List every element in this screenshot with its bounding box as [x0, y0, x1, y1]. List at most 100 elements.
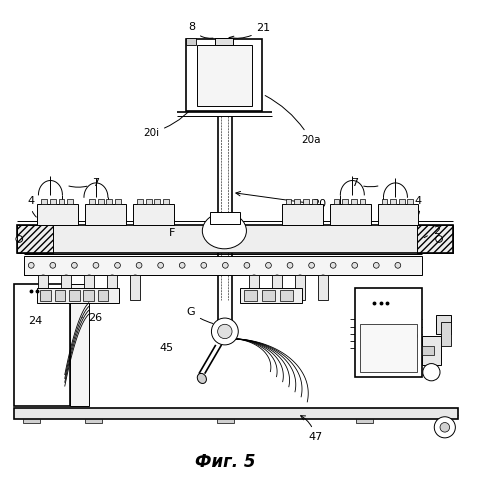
Circle shape: [296, 275, 304, 282]
Bar: [303, 198, 308, 204]
Text: Фиг. 5: Фиг. 5: [195, 453, 255, 471]
Circle shape: [211, 318, 238, 345]
Bar: [38, 204, 78, 225]
Ellipse shape: [202, 213, 246, 249]
Bar: [354, 288, 421, 377]
Bar: [50, 198, 56, 204]
Circle shape: [16, 236, 22, 242]
Circle shape: [250, 275, 257, 282]
Circle shape: [62, 275, 70, 282]
Bar: [350, 198, 356, 204]
Circle shape: [71, 262, 77, 268]
Bar: [342, 198, 347, 204]
Bar: [15, 408, 457, 418]
Circle shape: [319, 275, 326, 282]
Bar: [359, 324, 416, 372]
Text: 4: 4: [413, 196, 421, 216]
Text: 8: 8: [188, 22, 213, 38]
Bar: [17, 224, 452, 254]
Bar: [196, 45, 251, 106]
Bar: [137, 198, 142, 204]
Bar: [67, 198, 73, 204]
Bar: [106, 198, 112, 204]
Circle shape: [217, 324, 232, 338]
Bar: [243, 290, 256, 302]
Text: 7: 7: [350, 178, 377, 188]
Bar: [318, 276, 327, 300]
Circle shape: [329, 262, 335, 268]
Text: 2: 2: [424, 226, 439, 237]
Bar: [295, 276, 304, 300]
Bar: [216, 418, 233, 424]
Circle shape: [265, 262, 271, 268]
Bar: [421, 346, 433, 356]
Text: 20: 20: [235, 192, 325, 210]
Bar: [145, 198, 151, 204]
Circle shape: [114, 262, 120, 268]
Bar: [333, 198, 339, 204]
Circle shape: [108, 275, 116, 282]
Bar: [407, 198, 412, 204]
Circle shape: [179, 262, 184, 268]
Bar: [261, 290, 275, 302]
Circle shape: [136, 262, 142, 268]
Bar: [85, 204, 126, 225]
Bar: [98, 290, 108, 302]
Bar: [214, 38, 232, 45]
Circle shape: [222, 262, 228, 268]
Text: F: F: [168, 228, 175, 238]
Bar: [133, 204, 174, 225]
Text: 20i: 20i: [142, 99, 199, 138]
Text: 26: 26: [82, 313, 102, 323]
Bar: [398, 198, 404, 204]
Bar: [381, 198, 386, 204]
Bar: [281, 204, 322, 225]
Bar: [249, 276, 258, 300]
Circle shape: [439, 422, 448, 432]
Bar: [22, 418, 40, 424]
Text: 50: 50: [404, 332, 417, 342]
Bar: [209, 212, 239, 224]
Bar: [329, 204, 370, 225]
Bar: [285, 198, 291, 204]
Circle shape: [28, 262, 34, 268]
Bar: [280, 290, 293, 302]
Bar: [272, 276, 281, 300]
Bar: [416, 224, 452, 254]
Bar: [107, 276, 117, 300]
Bar: [61, 276, 71, 300]
Circle shape: [40, 275, 47, 282]
Bar: [311, 198, 317, 204]
Bar: [377, 204, 418, 225]
Bar: [163, 198, 168, 204]
Circle shape: [351, 262, 357, 268]
Circle shape: [201, 262, 206, 268]
Circle shape: [422, 364, 439, 381]
Bar: [435, 314, 449, 334]
Bar: [38, 288, 68, 360]
Circle shape: [286, 262, 292, 268]
Bar: [24, 256, 421, 275]
Bar: [185, 38, 195, 45]
Text: G: G: [186, 308, 213, 324]
Bar: [41, 198, 47, 204]
Text: 21: 21: [229, 23, 270, 40]
Bar: [41, 290, 51, 302]
Bar: [55, 290, 65, 302]
Text: 24: 24: [28, 316, 42, 326]
Text: 20a: 20a: [264, 96, 320, 145]
Circle shape: [394, 262, 400, 268]
Bar: [89, 198, 95, 204]
Text: 7: 7: [69, 178, 99, 188]
Bar: [17, 224, 53, 254]
Circle shape: [244, 262, 249, 268]
Bar: [355, 418, 372, 424]
Bar: [154, 198, 160, 204]
Bar: [130, 276, 140, 300]
Circle shape: [373, 262, 378, 268]
Circle shape: [433, 417, 454, 438]
Circle shape: [435, 236, 442, 242]
Bar: [239, 288, 302, 302]
Bar: [98, 198, 103, 204]
Circle shape: [158, 262, 163, 268]
